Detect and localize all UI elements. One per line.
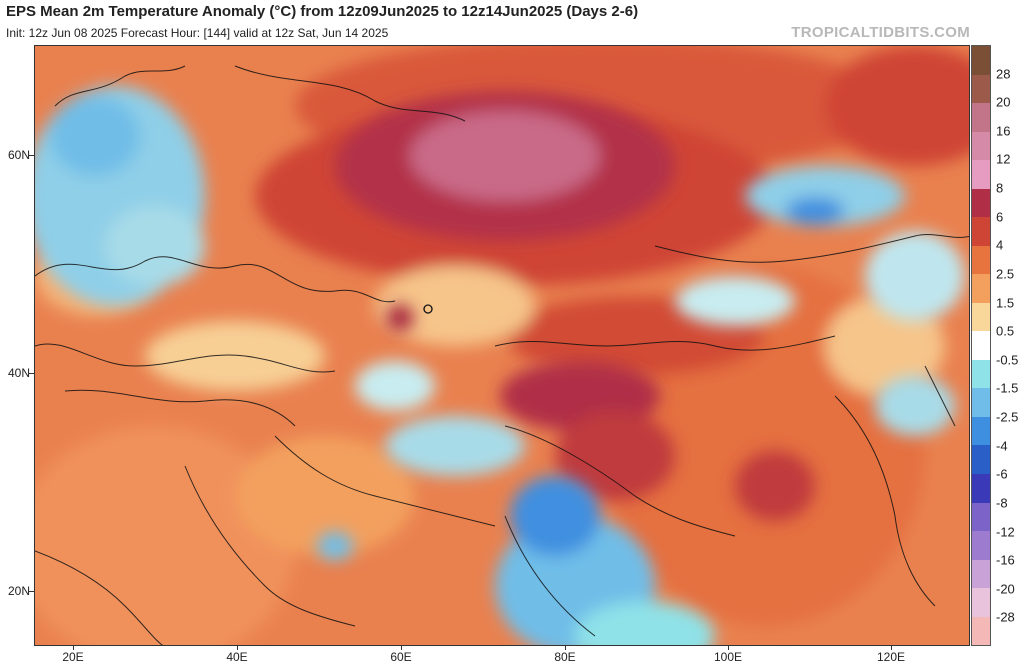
mongolia-cool-anomaly (675, 276, 795, 326)
colorbar-cell (972, 131, 990, 161)
station-marker (423, 304, 433, 314)
colorbar-label: -16 (996, 552, 1015, 568)
lat-label-40n: 40N (7, 366, 30, 380)
country-borders (35, 65, 969, 645)
colorbar-label: -2.5 (996, 409, 1019, 425)
colorbar-cell (972, 331, 990, 360)
anomaly-map (34, 45, 970, 646)
lon-label-60e: 60E (390, 650, 412, 664)
colorbar-cell (972, 359, 990, 389)
iran-cool-anomaly (385, 416, 525, 476)
colorbar-cell (972, 502, 990, 532)
lon-label-20e: 20E (62, 650, 84, 664)
colorbar-cell (972, 274, 990, 303)
lat-label-60n: 60N (7, 148, 30, 162)
colorbar-label: -8 (996, 495, 1008, 511)
colorbar-label: 4 (996, 237, 1004, 253)
colorbar-cell (972, 616, 990, 646)
colorbar-cell (972, 445, 990, 474)
colorbar-cell (972, 559, 990, 589)
colorbar-cell (972, 245, 990, 275)
colorbar-cell (972, 46, 990, 75)
colorbar-label: 20 (996, 94, 1011, 110)
colorbar-label: -12 (996, 524, 1015, 540)
colorbar-label: 12 (996, 151, 1011, 167)
colorbar-cell (972, 416, 990, 446)
colorbar (971, 45, 991, 646)
colorbar-cell (972, 388, 990, 417)
lon-tick (891, 646, 892, 650)
colorbar-cell (972, 531, 990, 560)
lat-tick (29, 155, 34, 156)
colorbar-cell (972, 160, 990, 189)
colorbar-label: 2.5 (996, 266, 1015, 282)
colorbar-cell (972, 188, 990, 218)
colorbar-label: -4 (996, 438, 1008, 454)
lon-label-80e: 80E (554, 650, 576, 664)
colorbar-label: 28 (996, 66, 1011, 82)
colorbar-cell (972, 217, 990, 246)
colorbar-label: 8 (996, 180, 1004, 196)
lon-tick (565, 646, 566, 650)
colorbar-label: -20 (996, 581, 1015, 597)
colorbar-cell (972, 473, 990, 503)
lat-tick (29, 373, 34, 374)
colorbar-label: -1.5 (996, 380, 1019, 396)
colorbar-cell (972, 74, 990, 104)
lon-label-120e: 120E (876, 650, 906, 664)
colorbar-label: -0.5 (996, 352, 1019, 368)
map-title: EPS Mean 2m Temperature Anomaly (°C) fro… (6, 3, 639, 20)
lon-tick (728, 646, 729, 650)
colorbar-label: 1.5 (996, 295, 1015, 311)
aral-sea-warm-spot (386, 304, 414, 332)
colorbar-cell (972, 302, 990, 332)
lat-tick (29, 591, 34, 592)
colorbar-label: -6 (996, 466, 1008, 482)
site-watermark: TROPICALTIDBITS.COM (791, 24, 970, 41)
lat-label-20n: 20N (7, 584, 30, 598)
colorbar-cell (972, 103, 990, 132)
colorbar-label: 6 (996, 209, 1004, 225)
lon-tick (401, 646, 402, 650)
map-subtitle: Init: 12z Jun 08 2025 Forecast Hour: [14… (6, 26, 389, 40)
colorbar-label: -28 (996, 609, 1015, 625)
colorbar-label: 16 (996, 123, 1011, 139)
colorbar-label: 0.5 (996, 323, 1015, 339)
colorbar-cell (972, 588, 990, 617)
lon-label-40e: 40E (226, 650, 248, 664)
lon-label-100e: 100E (713, 650, 743, 664)
lon-tick (73, 646, 74, 650)
lon-tick (237, 646, 238, 650)
